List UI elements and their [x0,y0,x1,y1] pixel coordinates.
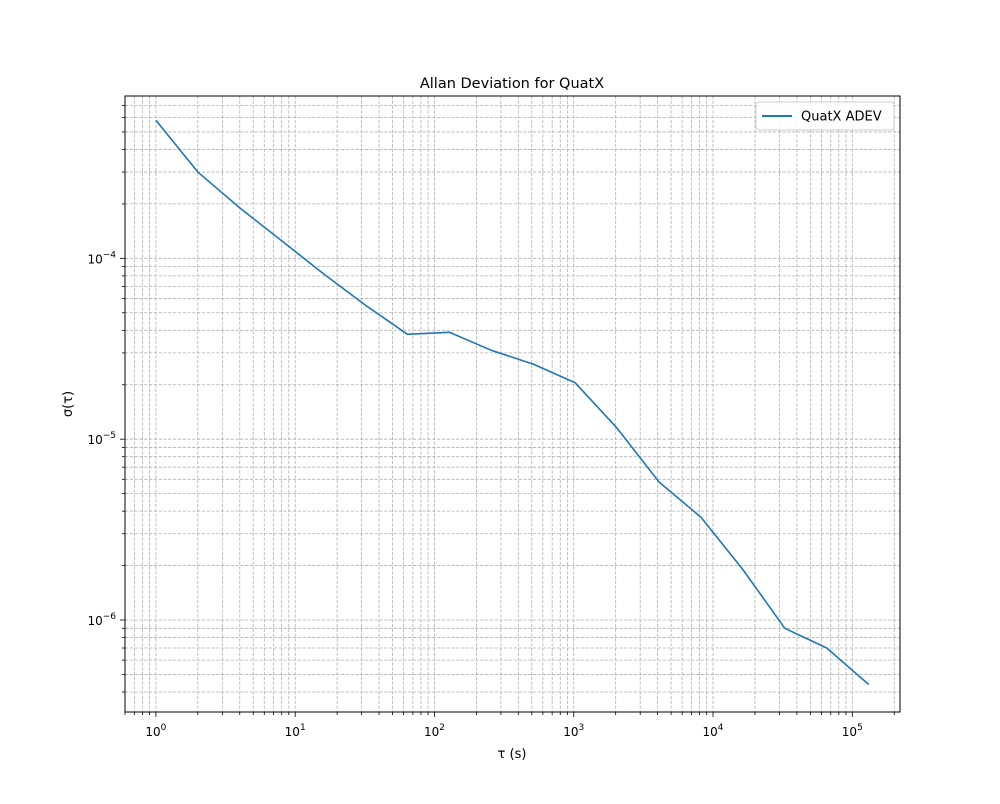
chart-title: Allan Deviation for QuatX [420,76,604,92]
series-layer [155,119,870,686]
plot-frame [124,95,901,713]
legend-label: QuatX ADEV [801,110,882,125]
legend: QuatX ADEV [755,101,895,131]
y-axis-label: σ(τ) [61,391,76,417]
series-line-0 [155,119,870,686]
x-axis-label: τ (s) [498,747,527,762]
legend-box [755,101,895,131]
